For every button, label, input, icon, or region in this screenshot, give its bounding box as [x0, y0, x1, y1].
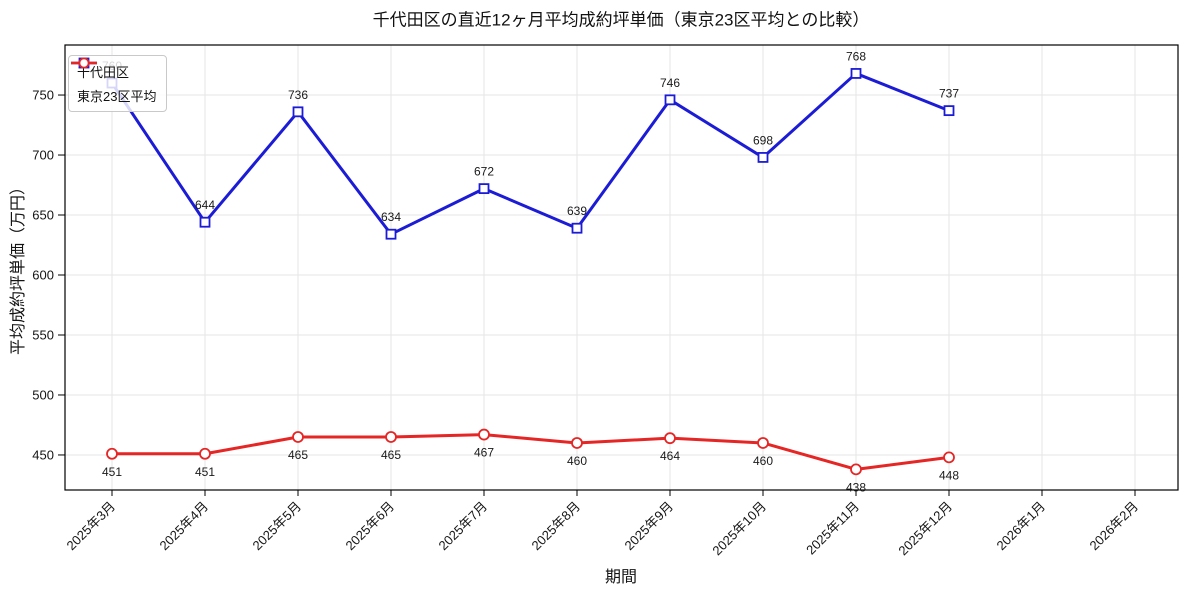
data-point-series-1: [757, 437, 769, 449]
data-point-series-1: [850, 463, 862, 476]
value-label: 737: [939, 87, 959, 101]
value-label: 464: [660, 449, 680, 463]
data-point-series-0: [292, 106, 304, 118]
legend-label-tokyo23-average: 東京23区平均: [77, 89, 157, 104]
x-tick-label: 2025年11月: [803, 499, 862, 558]
data-point-series-0: [199, 216, 211, 228]
y-axis-title: 平均成約坪単価（万円）: [10, 178, 27, 356]
x-tick-label: 2025年12月: [895, 499, 955, 559]
value-label: 672: [474, 165, 494, 179]
x-tick-label: 2025年10月: [709, 499, 769, 559]
series-line-1: [110, 433, 951, 471]
x-axis-title: 期間: [604, 569, 638, 586]
data-point-series-1: [199, 447, 211, 460]
data-point-series-1: [106, 447, 118, 460]
data-point-series-1: [571, 437, 583, 449]
y-tick-label: 750: [32, 88, 54, 103]
value-label: 698: [753, 133, 773, 147]
value-label: 467: [474, 446, 494, 460]
value-label: 639: [567, 204, 587, 218]
y-tick-label: 600: [32, 267, 54, 282]
x-tick-label: 2025年9月: [622, 499, 677, 554]
plot-border: [64, 44, 1179, 491]
value-label: 634: [381, 210, 401, 224]
value-label: 451: [102, 465, 122, 479]
data-point-series-1: [292, 431, 304, 443]
data-point-series-0: [757, 152, 769, 163]
y-tick-label: 500: [32, 387, 54, 402]
data-point-series-1: [478, 428, 490, 441]
y-tick-label: 700: [32, 148, 54, 163]
y-tick-label: 650: [32, 208, 54, 223]
value-label: 465: [288, 448, 308, 462]
x-tick-label: 2025年5月: [250, 499, 305, 554]
x-tick-label: 2025年3月: [64, 499, 119, 554]
data-point-series-0: [478, 183, 490, 195]
x-tick-label: 2025年8月: [529, 499, 584, 554]
data-point-series-1: [385, 431, 397, 443]
value-label: 438: [846, 480, 866, 494]
value-label: 644: [195, 198, 215, 212]
y-tick-label: 550: [32, 327, 54, 342]
x-tick-label: 2026年2月: [1087, 499, 1142, 554]
legend-sample-line-circle-icon: [71, 57, 97, 69]
data-point-series-0: [850, 68, 862, 79]
data-point-series-1: [943, 451, 955, 464]
data-point-series-0: [664, 94, 676, 106]
value-label: 460: [567, 454, 587, 468]
data-point-series-0: [571, 222, 583, 234]
x-tick-label: 2025年6月: [343, 499, 398, 554]
legend-item-tokyo23-average: 東京23区平均: [71, 57, 157, 105]
series-line-0: [110, 71, 951, 236]
legend: 千代田区 東京23区平均: [68, 55, 168, 112]
data-point-series-1: [664, 432, 676, 445]
y-tick-label: 450: [32, 447, 54, 462]
chart-title: 千代田区の直近12ヶ月平均成約坪単価（東京23区平均との比較）: [372, 10, 870, 30]
x-tick-label: 2025年4月: [157, 499, 212, 554]
value-label: 465: [381, 448, 401, 462]
value-label: 460: [753, 454, 773, 468]
data-point-series-0: [943, 105, 955, 117]
value-label: 736: [288, 88, 308, 102]
x-tick-label: 2025年7月: [436, 499, 491, 554]
data-point-series-0: [385, 228, 397, 240]
value-label: 448: [939, 468, 959, 482]
value-label: 768: [846, 49, 866, 63]
x-tick-label: 2026年1月: [994, 499, 1049, 554]
value-label: 746: [660, 76, 680, 90]
legend-label-chiyoda: 千代田区: [77, 65, 130, 80]
value-label: 451: [195, 465, 215, 479]
